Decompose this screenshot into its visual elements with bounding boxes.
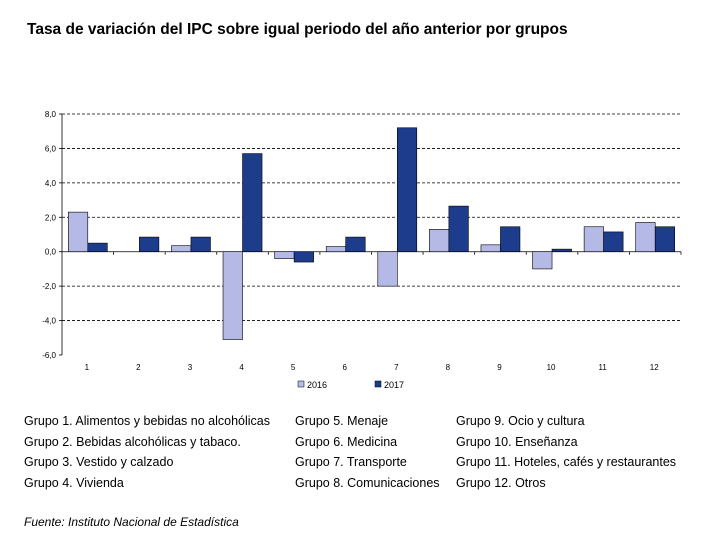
group-column-1: Grupo 1. Alimentos y bebidas no alcohóli… [24, 411, 270, 493]
y-tick-label: 2,0 [45, 213, 57, 222]
y-tick-label: 4,0 [45, 179, 57, 188]
bar-2016-grupo-7 [377, 251, 398, 287]
y-tick-label: -4,0 [42, 317, 56, 326]
bar-2017-grupo-9 [500, 226, 521, 253]
bar-2017-grupo-1 [87, 242, 108, 253]
bar-2016-grupo-3 [171, 245, 192, 253]
group-label: Grupo 1. Alimentos y bebidas no alcohóli… [24, 414, 270, 428]
group-label: Grupo 6. Medicina [295, 434, 398, 449]
x-tick-label: 4 [239, 363, 244, 372]
group-column-2: Grupo 5. Menaje Grupo 6. Medicina Grupo … [295, 411, 440, 493]
group-label: Grupo 7. Transporte [295, 455, 407, 469]
bar-2016-grupo-12 [635, 222, 656, 253]
bar-2017-grupo-4 [242, 153, 263, 253]
y-tick-label: 8,0 [45, 110, 57, 119]
x-tick-labels: 1 2 3 4 5 6 7 8 9 10 11 12 [85, 363, 660, 372]
bar-2017-grupo-2 [139, 236, 160, 253]
y-tick-label: 0,0 [45, 248, 57, 257]
bar-2016-grupo-4 [222, 251, 243, 340]
bar-2016-grupo-6 [325, 246, 347, 253]
x-tick-label: 10 [547, 363, 556, 372]
x-tick-label: 2 [136, 363, 141, 372]
group-label: Grupo 3. Vestido y calzado [24, 455, 174, 469]
bar-2016-grupo-9 [480, 244, 501, 253]
bar-2017-grupo-10 [551, 248, 572, 253]
x-tick-label: 1 [85, 363, 90, 372]
legend-swatch-2017 [374, 380, 382, 388]
grid-lines [62, 113, 681, 321]
bars [67, 127, 676, 340]
y-tick-labels: 8,0 6,0 4,0 2,0 0,0 -2,0 -4,0 -6,0 [42, 110, 56, 360]
bar-2017-grupo-11 [603, 231, 624, 253]
legend-label-2017: 2017 [384, 380, 404, 390]
legend: 2016 2017 [297, 380, 404, 390]
group-label: Grupo 2. Bebidas alcohólicas y tabaco. [24, 434, 241, 449]
chart-title: Tasa de variación del IPC sobre igual pe… [27, 21, 568, 38]
group-label: Grupo 4. Vivienda [24, 475, 124, 490]
x-tick-label: 5 [291, 363, 296, 372]
bar-2016-grupo-5 [274, 251, 295, 259]
y-tick-label: -6,0 [42, 351, 56, 360]
y-tick-label: 6,0 [45, 144, 57, 153]
x-tick-label: 7 [394, 363, 399, 372]
legend-label-2016: 2016 [307, 380, 327, 390]
group-label: Grupo 10. Enseñanza [456, 434, 578, 449]
bar-2017-grupo-8 [448, 205, 469, 253]
bar-2017-grupo-3 [190, 236, 211, 253]
y-tick-label: -2,0 [42, 282, 56, 291]
axes [59, 113, 682, 356]
x-tick-label: 3 [188, 363, 193, 372]
x-tick-label: 12 [650, 363, 659, 372]
x-tick-label: 11 [598, 363, 607, 372]
source-note: Fuente: Instituto Nacional de Estadístic… [24, 515, 239, 529]
bar-chart: 8,06,04,02,00,0-2,0-4,0-6,0 1 2 3 4 5 6 7 8 9 10 1… [42, 110, 682, 390]
group-label: Grupo 11. Hoteles, cafés y restaurantes [456, 455, 677, 469]
group-label: Grupo 9. Ocio y cultura [456, 414, 585, 428]
legend-swatch-2016 [297, 380, 305, 388]
bar-2017-grupo-6 [345, 236, 366, 253]
x-tick-label: 6 [342, 363, 347, 372]
x-tick-label: 9 [497, 363, 502, 372]
group-label: Grupo 8. Comunicaciones [295, 475, 440, 490]
bar-2016-grupo-8 [429, 229, 450, 253]
bar-2017-grupo-12 [654, 226, 676, 253]
x-tick-label: 8 [446, 363, 451, 372]
bar-2017-grupo-5 [293, 251, 314, 263]
group-label: Grupo 12. Otros [456, 475, 546, 490]
group-label: Grupo 5. Menaje [295, 414, 389, 428]
bar-2016-grupo-10 [532, 251, 553, 270]
bar-2016-grupo-11 [583, 226, 604, 253]
group-column-3: Grupo 9. Ocio y cultura Grupo 10. Enseña… [456, 411, 676, 493]
bar-2017-grupo-7 [396, 127, 418, 253]
bar-2016-grupo-1 [67, 211, 89, 253]
